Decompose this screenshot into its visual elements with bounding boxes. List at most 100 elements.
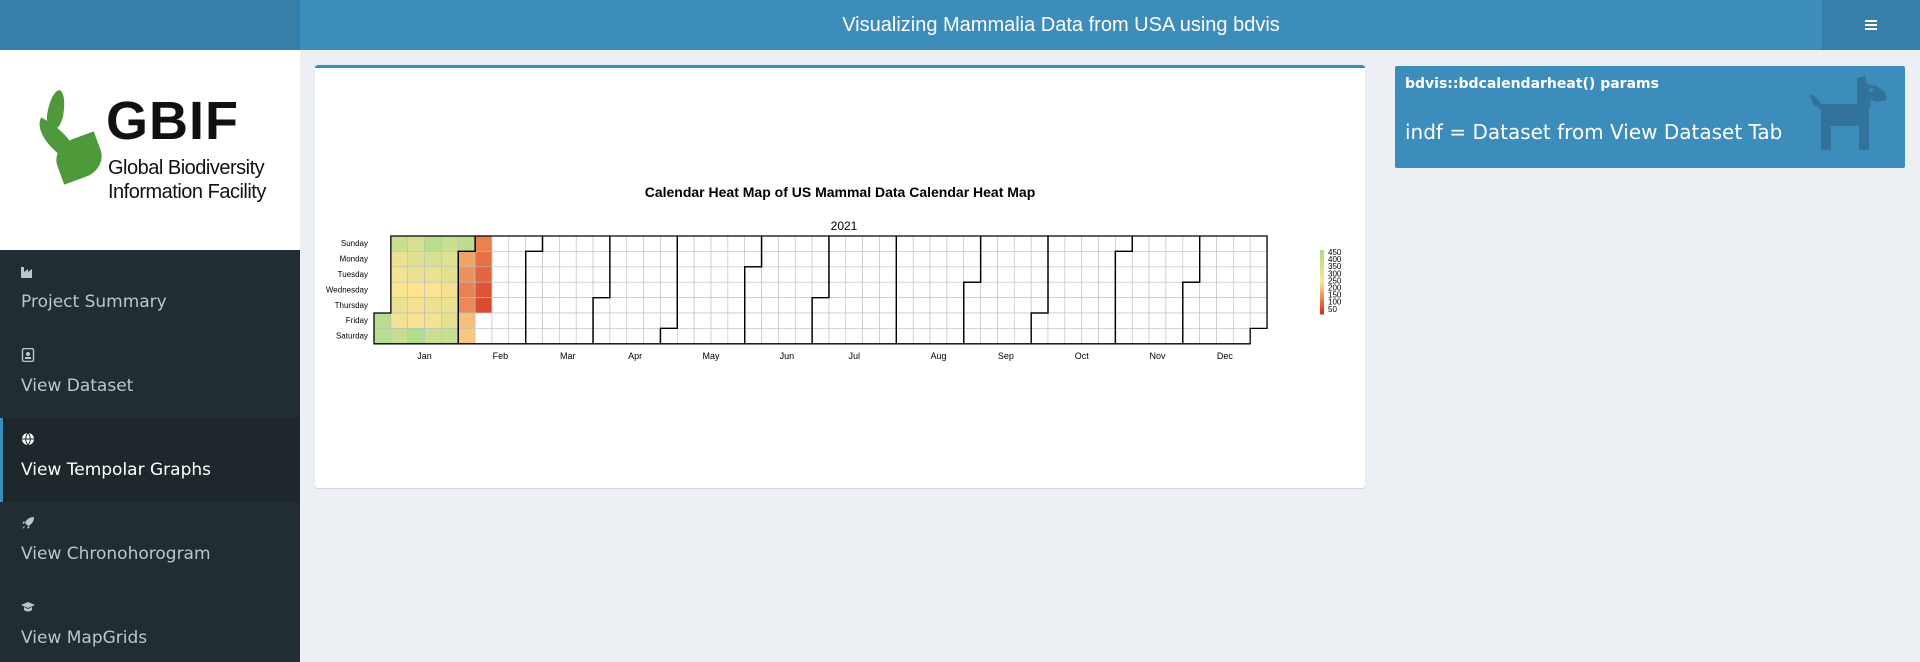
heatmap-cell bbox=[761, 251, 779, 268]
id-badge-icon bbox=[21, 348, 35, 362]
heatmap-cell bbox=[794, 281, 813, 298]
heatmap-cell bbox=[845, 297, 863, 314]
heatmap-cell bbox=[559, 281, 577, 298]
heatmap-cell bbox=[778, 251, 796, 268]
heatmap-cell bbox=[693, 266, 712, 283]
month-label: Feb bbox=[493, 351, 509, 361]
heatmap-cell bbox=[1064, 312, 1082, 329]
legend-color-step bbox=[1320, 290, 1324, 293]
heatmap-cell bbox=[676, 328, 695, 345]
heatmap-cell bbox=[997, 266, 1015, 283]
heatmap-cell bbox=[1182, 251, 1200, 268]
sidebar-item-view-tempolar-graphs[interactable]: View Tempolar Graphs bbox=[0, 418, 300, 502]
heatmap-cell bbox=[1064, 328, 1082, 345]
legend-color-step bbox=[1320, 309, 1324, 312]
heatmap-cell bbox=[845, 266, 863, 283]
heatmap-cell bbox=[407, 281, 425, 298]
heatmap-cell bbox=[643, 235, 661, 252]
heatmap-cell bbox=[794, 328, 813, 345]
sidebar-item-view-mapgrids[interactable]: View MapGrids bbox=[0, 586, 300, 662]
legend-color-step bbox=[1320, 254, 1324, 257]
heatmap-cell bbox=[1131, 297, 1150, 314]
legend-tick-label: 300 bbox=[1328, 269, 1342, 278]
heatmap-cell bbox=[929, 328, 948, 345]
month-label: Jun bbox=[780, 351, 795, 361]
heatmap-cell bbox=[946, 297, 965, 314]
heatmap-cell bbox=[491, 281, 510, 298]
heatmap-cell bbox=[963, 328, 981, 345]
heatmap-cell bbox=[946, 266, 965, 283]
sidebar-item-label: View MapGrids bbox=[21, 628, 148, 648]
heatmap-cell bbox=[676, 251, 695, 268]
heatmap-cell bbox=[862, 266, 880, 283]
heatmap-cell bbox=[626, 281, 644, 298]
heatmap-cell bbox=[1182, 297, 1200, 314]
heatmap-cell bbox=[980, 235, 998, 252]
heatmap-cell bbox=[676, 235, 695, 252]
sidebar-item-project-summary[interactable]: Project Summary bbox=[0, 250, 300, 334]
legend-color-step bbox=[1320, 274, 1324, 277]
heatmap-cell bbox=[862, 297, 880, 314]
heatmap-cell bbox=[609, 328, 628, 345]
sidebar-item-view-dataset[interactable]: View Dataset bbox=[0, 334, 300, 418]
heatmap-cell bbox=[963, 266, 981, 283]
month-label: Apr bbox=[628, 351, 642, 361]
legend-color-step bbox=[1320, 267, 1324, 270]
heatmap-cell bbox=[424, 235, 442, 252]
heatmap-cell bbox=[794, 235, 813, 252]
month-label: Dec bbox=[1217, 351, 1234, 361]
heatmap-cell bbox=[811, 235, 830, 252]
heatmap-cell bbox=[828, 235, 847, 252]
sidebar-item-label: Project Summary bbox=[21, 292, 167, 312]
legend-color-step bbox=[1320, 296, 1324, 299]
heatmap-cell bbox=[727, 312, 746, 329]
heatmap-cell bbox=[1115, 251, 1133, 268]
heatmap-cell bbox=[1131, 328, 1150, 345]
heatmap-cell bbox=[542, 235, 560, 252]
legend-color-step bbox=[1320, 258, 1324, 261]
heatmap-cell bbox=[1216, 312, 1234, 329]
heatmap-cell bbox=[1047, 235, 1066, 252]
heatmap-cell bbox=[896, 297, 914, 314]
heatmap-cell bbox=[794, 297, 813, 314]
heatmap-cell bbox=[643, 266, 661, 283]
heatmap-cell bbox=[491, 328, 510, 345]
heatmap-cell bbox=[1131, 251, 1150, 268]
info-box-title: bdvis::bdcalendarheat() params bbox=[1405, 76, 1659, 92]
legend-color-step bbox=[1320, 307, 1324, 310]
legend-color-step bbox=[1320, 277, 1324, 280]
month-label: Jul bbox=[848, 351, 860, 361]
heatmap-cell bbox=[862, 281, 880, 298]
heatmap-cell bbox=[896, 312, 914, 329]
heatmap-cell bbox=[980, 251, 998, 268]
legend-color-step bbox=[1320, 264, 1324, 267]
legend-color-step bbox=[1320, 286, 1324, 289]
legend-color-step bbox=[1320, 299, 1324, 302]
sidebar-item-view-chronohorogram[interactable]: View Chronohorogram bbox=[0, 502, 300, 586]
legend-color-step bbox=[1320, 262, 1324, 265]
heatmap-cell bbox=[912, 235, 931, 252]
heatmap-cell bbox=[609, 266, 628, 283]
heatmap-cell bbox=[929, 281, 948, 298]
legend-color-step bbox=[1320, 250, 1324, 253]
heatmap-cell bbox=[1165, 235, 1184, 252]
heatmap-cell bbox=[508, 297, 526, 314]
heatmap-cell bbox=[1047, 297, 1066, 314]
heatmap-cell bbox=[559, 328, 577, 345]
sidebar-toggle-button[interactable] bbox=[1822, 0, 1920, 50]
heatmap-cell bbox=[1148, 251, 1167, 268]
heatmap-cell bbox=[710, 281, 729, 298]
heatmap-cell bbox=[441, 312, 459, 329]
heatmap-cell bbox=[407, 312, 425, 329]
heatmap-cell bbox=[474, 251, 493, 268]
heatmap-cell bbox=[693, 297, 712, 314]
heatmap-cell bbox=[1165, 251, 1184, 268]
heatmap-cell bbox=[1233, 266, 1251, 283]
heatmap-cell bbox=[778, 297, 796, 314]
heatmap-cell bbox=[1098, 281, 1116, 298]
month-label: Nov bbox=[1150, 351, 1167, 361]
legend-color-step bbox=[1320, 291, 1324, 294]
heatmap-cell bbox=[491, 266, 510, 283]
heatmap-cell bbox=[693, 251, 712, 268]
heatmap-cell bbox=[474, 266, 493, 283]
